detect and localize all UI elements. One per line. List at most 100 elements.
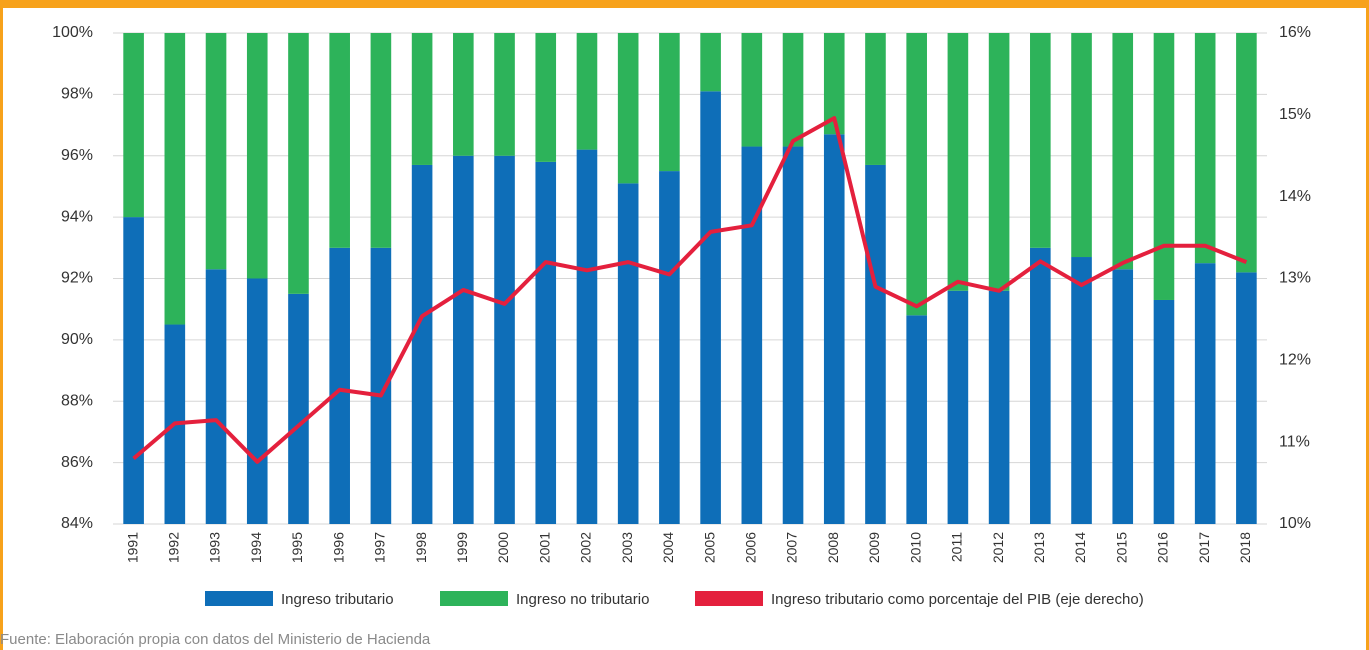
y-tick-label: 100%	[52, 24, 93, 41]
bar	[370, 33, 392, 248]
x-tick-label: 2012	[990, 532, 1006, 563]
y2-tick-label: 12%	[1279, 352, 1311, 369]
line-series	[132, 116, 1248, 464]
bar	[164, 33, 186, 325]
x-tick-label: 1992	[166, 532, 182, 563]
x-tick-label: 2004	[660, 532, 676, 563]
x-tick-label: 1998	[413, 532, 429, 563]
x-tick-label: 2010	[907, 532, 923, 563]
bar	[329, 247, 350, 524]
bar	[1112, 269, 1134, 524]
y-tick-label: 84%	[61, 515, 93, 532]
bar	[988, 33, 1010, 291]
bar	[823, 134, 845, 525]
bar	[123, 33, 144, 218]
bar	[865, 33, 886, 165]
x-tick-label: 1991	[124, 532, 140, 563]
bar	[1112, 33, 1134, 270]
bar	[494, 33, 515, 156]
bar	[1153, 33, 1175, 300]
legend-label: Ingreso no tributario	[516, 591, 649, 608]
legend-swatch	[695, 591, 763, 606]
y2-tick-label: 15%	[1279, 106, 1311, 123]
legend-swatch	[440, 591, 508, 606]
x-tick-label: 2002	[578, 532, 594, 563]
bar	[700, 33, 721, 92]
bar	[659, 33, 680, 172]
x-tick-label: 2014	[1072, 532, 1088, 563]
x-tick-label: 1996	[330, 532, 346, 563]
bar	[782, 146, 804, 524]
legend-label: Ingreso tributario	[281, 591, 394, 608]
bar	[288, 293, 309, 524]
x-tick-label: 2011	[949, 532, 965, 562]
x-tick-label: 2017	[1196, 532, 1212, 563]
bar	[617, 33, 639, 184]
bar	[1071, 257, 1092, 524]
x-tick-label: 2007	[784, 532, 800, 563]
bar	[535, 33, 557, 162]
x-tick-label: 1995	[289, 532, 305, 563]
bar	[1194, 263, 1216, 524]
x-tick-label: 2009	[866, 532, 882, 563]
bar	[205, 33, 227, 270]
bar	[576, 149, 598, 525]
bar	[576, 33, 598, 150]
bar	[1236, 272, 1257, 524]
bar	[947, 33, 969, 291]
x-tick-label: 2005	[701, 532, 717, 563]
bar	[535, 161, 557, 524]
y-tick-label: 92%	[61, 270, 93, 287]
bar	[741, 146, 763, 524]
bar	[617, 183, 639, 524]
x-tick-label: 2015	[1113, 532, 1129, 563]
bar	[453, 155, 474, 524]
bar	[1030, 33, 1051, 248]
bar	[411, 33, 433, 165]
bar	[494, 155, 515, 524]
x-tick-label: 2016	[1155, 532, 1171, 563]
bar	[782, 33, 804, 147]
bar	[906, 33, 927, 316]
bar	[823, 33, 845, 135]
y-tick-label: 98%	[61, 86, 93, 103]
y-tick-label: 88%	[61, 392, 93, 409]
x-tick-label: 2018	[1237, 532, 1253, 563]
y2-tick-label: 13%	[1279, 270, 1311, 287]
y2-tick-label: 14%	[1279, 188, 1311, 205]
bar	[700, 91, 721, 525]
bar	[1071, 33, 1092, 258]
bar	[123, 217, 144, 524]
y2-tick-label: 16%	[1279, 24, 1311, 41]
x-tick-label: 2003	[619, 532, 635, 563]
x-tick-label: 2013	[1031, 532, 1047, 563]
y-tick-label: 96%	[61, 147, 93, 164]
y-tick-label: 90%	[61, 331, 93, 348]
y2-tick-label: 10%	[1279, 515, 1311, 532]
top-band	[0, 0, 1369, 8]
bar	[1236, 33, 1257, 273]
bar	[659, 171, 680, 524]
legend-swatch	[205, 591, 273, 606]
bar	[988, 290, 1010, 524]
x-tick-label: 1997	[372, 532, 388, 563]
bar	[205, 269, 227, 524]
bar	[947, 290, 969, 524]
bar	[906, 315, 927, 524]
bar	[246, 33, 268, 279]
x-tick-label: 2001	[536, 532, 552, 563]
x-tick-label: 1994	[248, 532, 264, 563]
bar	[288, 33, 309, 294]
y-tick-label: 86%	[61, 454, 93, 471]
source-note: Fuente: Elaboración propia con datos del…	[0, 631, 431, 648]
y2-tick-label: 11%	[1279, 433, 1310, 450]
legend-label: Ingreso tributario como porcentaje del P…	[771, 591, 1144, 608]
bar	[246, 278, 268, 524]
x-tick-label: 1993	[207, 532, 223, 563]
x-tick-label: 2006	[743, 532, 759, 563]
x-tick-label: 1999	[454, 532, 470, 563]
bar	[411, 164, 433, 525]
